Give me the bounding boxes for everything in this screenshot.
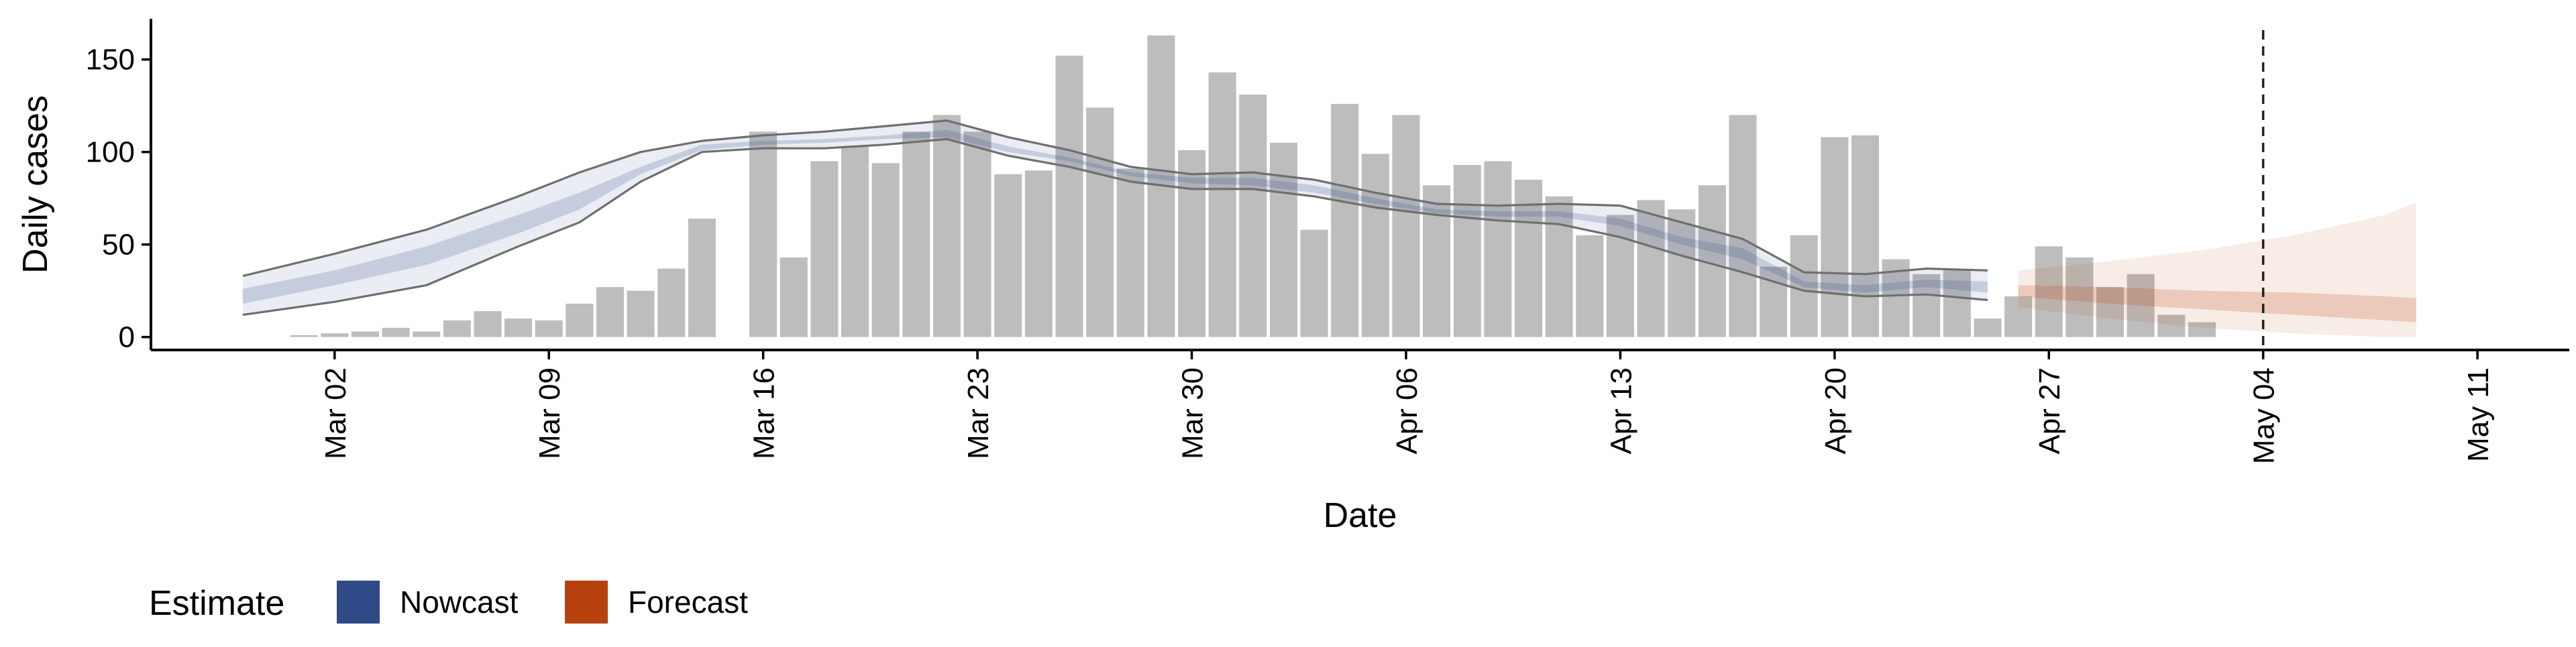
case-bar	[1974, 318, 2002, 337]
case-bar	[2035, 246, 2063, 337]
case-bar	[2096, 287, 2125, 337]
x-tick-label: Apr 06	[1391, 367, 1424, 455]
case-bar	[657, 268, 686, 337]
case-bar	[871, 163, 900, 337]
case-bar	[1331, 103, 1359, 337]
case-bar	[1300, 229, 1328, 337]
forecast-50-band	[2018, 285, 2416, 322]
case-bar	[1361, 154, 1389, 337]
y-tick-label: 150	[86, 44, 135, 76]
legend-label-forecast: Forecast	[628, 585, 748, 620]
case-bar	[932, 115, 961, 337]
case-bar	[1055, 56, 1083, 337]
forecast-90-band	[2018, 202, 2416, 337]
case-bar	[1423, 185, 1451, 337]
nowcast-lower-line	[242, 137, 1988, 316]
nowcast-upper-line	[242, 119, 1988, 278]
x-tick-label: Mar 30	[1177, 367, 1210, 459]
case-bar	[994, 174, 1022, 337]
case-bar	[596, 287, 625, 337]
y-tick-label: 100	[86, 136, 135, 169]
case-bar	[627, 290, 655, 337]
nowcast-90-band	[242, 120, 1988, 315]
y-tick-label: 0	[119, 321, 135, 354]
case-bar	[1484, 161, 1512, 337]
case-bar	[1269, 142, 1297, 337]
case-bar	[1239, 95, 1267, 337]
legend-swatch-nowcast	[337, 581, 380, 624]
case-bar	[2065, 257, 2094, 337]
x-tick-label: Mar 16	[748, 367, 781, 459]
case-bar	[382, 327, 410, 337]
case-bar	[290, 335, 318, 337]
case-bar	[841, 146, 869, 337]
x-tick-label: Apr 27	[2033, 367, 2066, 455]
case-bar	[1851, 135, 1879, 337]
x-tick-label: May 11	[2462, 367, 2495, 462]
case-bar	[1024, 170, 1053, 337]
case-bar	[1392, 115, 1420, 337]
x-tick-label: Mar 09	[533, 367, 566, 459]
case-bar	[2127, 274, 2155, 337]
case-bar	[1453, 165, 1481, 337]
case-bar	[810, 161, 839, 337]
case-bar	[351, 331, 379, 337]
case-bar	[1208, 72, 1236, 337]
x-tick-label: Mar 23	[962, 367, 995, 459]
case-bar	[688, 219, 716, 337]
legend-swatch-forecast	[565, 581, 608, 624]
case-bar	[2188, 322, 2216, 337]
case-bar	[443, 320, 471, 337]
case-bar	[474, 311, 502, 337]
case-bar	[413, 331, 441, 337]
y-axis-title: Daily cases	[16, 95, 55, 274]
case-bar	[780, 257, 808, 337]
case-bar	[1729, 115, 1757, 337]
case-bar	[2004, 296, 2033, 337]
case-bar	[1116, 168, 1144, 337]
y-tick-label: 50	[102, 229, 135, 261]
case-bar	[1637, 200, 1665, 337]
x-tick-label: Apr 13	[1605, 367, 1638, 455]
x-tick-label: May 04	[2248, 367, 2281, 464]
case-bar	[749, 131, 777, 337]
case-bar	[1514, 180, 1543, 337]
case-bar	[1086, 107, 1114, 337]
case-bar	[2157, 314, 2186, 337]
case-bar	[504, 318, 533, 337]
case-bar	[1821, 137, 1849, 337]
case-bar	[963, 131, 991, 337]
legend-label-nowcast: Nowcast	[400, 585, 519, 620]
case-bar	[1668, 209, 1696, 337]
nowcast-50-band	[242, 129, 1988, 304]
x-tick-label: Mar 02	[319, 367, 352, 459]
case-bar	[1943, 270, 1971, 337]
x-tick-label: Apr 20	[1819, 367, 1852, 455]
case-bar	[1576, 235, 1604, 337]
legend-title: Estimate	[149, 584, 284, 623]
case-bar	[1790, 235, 1818, 337]
case-bar	[321, 333, 349, 337]
case-bar	[535, 320, 563, 337]
case-bar	[566, 304, 594, 337]
case-bar	[1177, 150, 1206, 337]
x-axis-title: Date	[1324, 496, 1397, 535]
case-bar	[902, 131, 930, 337]
case-bar	[1545, 196, 1573, 337]
case-bar	[1913, 274, 1941, 337]
